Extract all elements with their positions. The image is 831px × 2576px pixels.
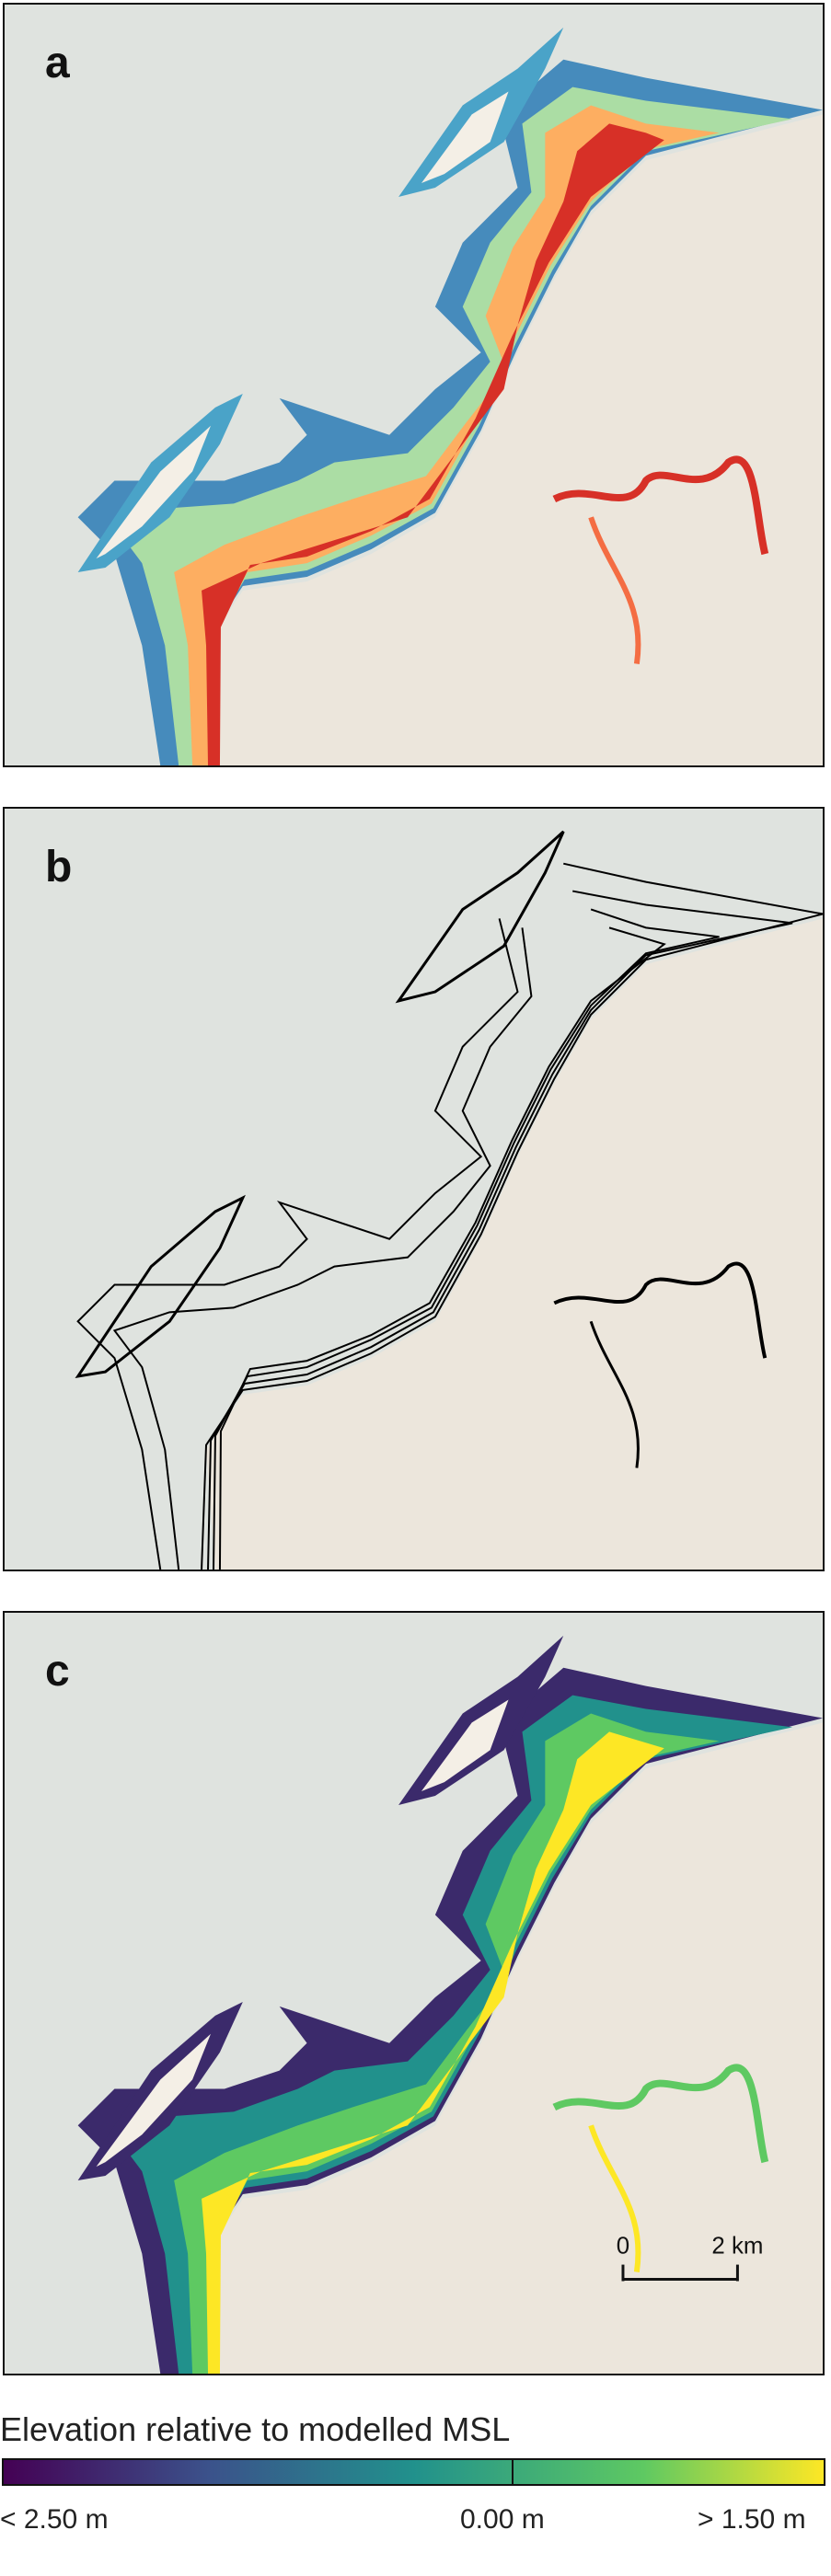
tidal-band-mid — [114, 86, 793, 765]
land-area — [206, 918, 823, 1570]
barrier-island-north-core — [421, 1699, 509, 1792]
barrier-island-south-core — [96, 2033, 211, 2168]
panel-a-label: a — [45, 39, 70, 87]
scale-bar-right-label: 2 km — [711, 2234, 763, 2260]
barrier-island-south-core — [96, 425, 211, 559]
panel-b: b — [3, 807, 825, 1571]
tidal-channel — [552, 2064, 769, 2164]
land-area — [206, 114, 823, 765]
scale-bar: 0 2 km — [617, 2234, 763, 2282]
barrier-island-north-core — [421, 91, 509, 184]
colorbar-zero-tick — [512, 2458, 514, 2486]
tidal-channel — [552, 455, 769, 556]
scale-bar-left-label: 0 — [617, 2234, 629, 2260]
contour-lines — [75, 830, 823, 1570]
panel-c: 0 2 km c — [3, 1611, 825, 2375]
tidal-channel — [588, 516, 641, 664]
elevation-zone-mid — [114, 1695, 793, 2374]
land-area — [206, 1722, 823, 2374]
colorbar-mid-label: 0.00 m — [460, 2504, 545, 2535]
panel-b-map — [5, 809, 823, 1570]
colorbar-max-label: > 1.50 m — [698, 2504, 806, 2535]
colorbar — [2, 2458, 825, 2486]
colorbar-min-label: < 2.50 m — [0, 2504, 109, 2535]
panel-b-label: b — [45, 843, 73, 891]
panel-c-map: 0 2 km — [5, 1613, 823, 2374]
panel-c-label: c — [45, 1647, 70, 1696]
panel-a-map — [5, 5, 823, 765]
panel-a: a — [3, 3, 825, 767]
legend-title: Elevation relative to modelled MSL — [0, 2410, 511, 2448]
tidal-channel — [588, 2124, 641, 2272]
